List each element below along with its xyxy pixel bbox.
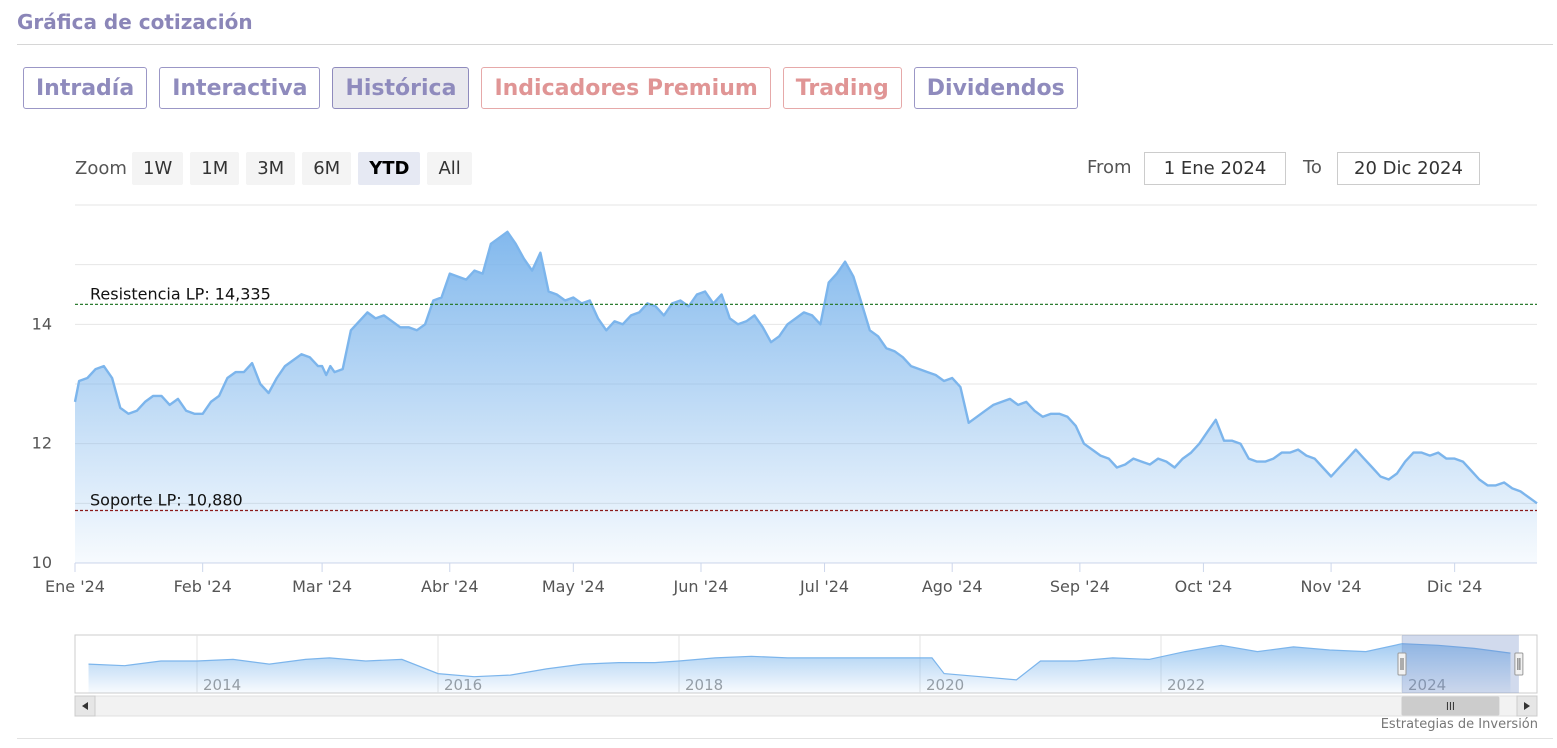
scrollbar-track	[74, 695, 1538, 717]
x-tick-label: Ene '24	[45, 577, 105, 596]
chart-tabs: Intradía Interactiva Histórica Indicador…	[23, 67, 1078, 109]
range-to-label: To	[1303, 157, 1322, 178]
x-tick-label: Abr '24	[421, 577, 479, 596]
support-label: Soporte LP: 10,880	[90, 490, 243, 509]
tab-intradia[interactable]: Intradía	[23, 67, 148, 109]
zoom-label: Zoom	[75, 158, 127, 179]
range-to-input[interactable]: 20 Dic 2024	[1337, 152, 1480, 185]
scroll-right-arrow-icon	[1524, 702, 1530, 710]
tab-interactiva[interactable]: Interactiva	[159, 67, 321, 109]
price-line	[73, 230, 1538, 505]
navigator-area	[88, 643, 1511, 693]
zoom-ytd-button[interactable]: YTD	[358, 152, 421, 185]
x-tick-label: Oct '24	[1175, 577, 1233, 596]
range-from-input[interactable]: 1 Ene 2024	[1144, 152, 1286, 185]
navigator-selection[interactable]	[1402, 635, 1519, 693]
zoom-all-button[interactable]: All	[427, 152, 472, 185]
x-tick-label: Sep '24	[1050, 577, 1110, 596]
x-tick-label: Feb '24	[174, 577, 232, 596]
zoom-1m-button[interactable]: 1M	[190, 152, 240, 185]
x-tick-label: Mar '24	[292, 577, 352, 596]
page-title: Gráfica de cotización	[17, 10, 253, 34]
y-tick-label: 14	[32, 314, 52, 333]
x-tick-label: Jul '24	[799, 577, 849, 596]
x-tick-label: Jun '24	[673, 577, 729, 596]
tab-dividendos[interactable]: Dividendos	[913, 67, 1078, 109]
scroll-left-arrow-icon	[82, 702, 88, 710]
x-tick-label: May '24	[542, 577, 605, 596]
x-tick-label: Ago '24	[922, 577, 983, 596]
y-tick-label: 10	[32, 553, 52, 572]
x-tick-label: Dic '24	[1427, 577, 1482, 596]
credit-label: Estrategias de Inversión	[1380, 717, 1538, 732]
navigator-handle-right[interactable]	[1514, 652, 1524, 676]
navigator-line	[88, 643, 1511, 681]
tab-indicadores-premium[interactable]: Indicadores Premium	[481, 67, 771, 109]
tab-trading[interactable]: Trading	[782, 67, 902, 109]
zoom-buttons: 1W 1M 3M 6M YTD All	[132, 152, 472, 185]
price-area	[75, 231, 1537, 564]
tab-historica[interactable]: Histórica	[332, 67, 470, 109]
y-tick-label: 12	[32, 434, 52, 453]
x-tick-label: Nov '24	[1301, 577, 1362, 596]
zoom-3m-button[interactable]: 3M	[246, 152, 296, 185]
resistance-label: Resistencia LP: 14,335	[90, 284, 271, 303]
zoom-6m-button[interactable]: 6M	[302, 152, 352, 185]
navigator-handle-left[interactable]	[1397, 652, 1407, 676]
title-divider	[17, 44, 1553, 45]
bottom-divider	[17, 738, 1553, 739]
range-from-label: From	[1087, 157, 1132, 178]
zoom-1w-button[interactable]: 1W	[132, 152, 184, 185]
